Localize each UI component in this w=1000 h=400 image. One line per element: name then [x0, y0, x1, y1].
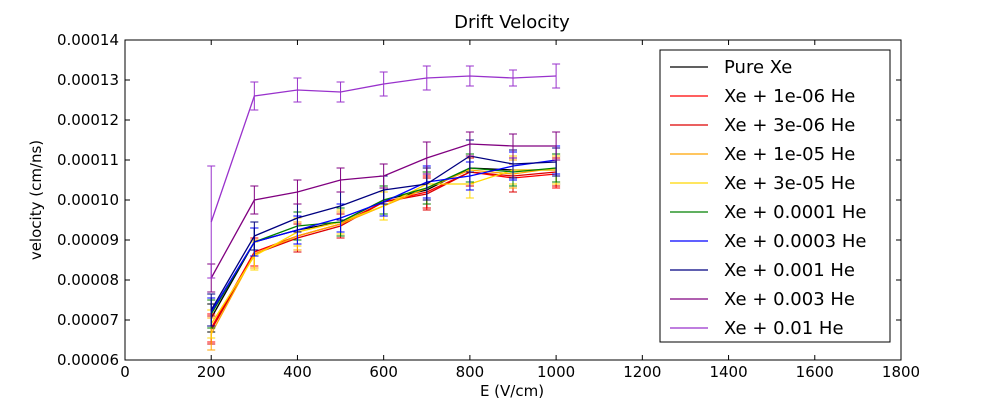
y-tick-label: 0.00012: [57, 111, 119, 129]
y-tick-label: 0.00011: [57, 151, 119, 169]
x-tick-label: 0: [120, 363, 130, 381]
legend-item: Xe + 3e-06 He: [670, 115, 855, 136]
chart-title: Drift Velocity: [454, 12, 570, 33]
legend-label: Xe + 3e-06 He: [724, 115, 855, 136]
x-tick-label: 400: [283, 363, 312, 381]
legend-label: Xe + 1e-05 He: [724, 144, 855, 165]
x-tick-label: 1200: [623, 363, 661, 381]
legend-item: Xe + 0.001 He: [670, 260, 855, 281]
x-tick-label: 1600: [796, 363, 834, 381]
y-tick-label: 0.00013: [57, 71, 119, 89]
series-8: [207, 131, 561, 293]
x-tick-label: 1400: [709, 363, 747, 381]
series-9: [207, 63, 561, 279]
legend-item: Xe + 1e-05 He: [670, 144, 855, 165]
legend-label: Xe + 1e-06 He: [724, 86, 855, 107]
axis-ticks: 0 200 400 600 800 1000 1200 1400 1600 1800 0.00006…: [57, 31, 920, 381]
legend-label: Xe + 0.001 He: [724, 260, 855, 281]
legend-label: Xe + 0.0003 He: [724, 231, 866, 252]
legend-label: Xe + 3e-05 He: [724, 173, 855, 194]
legend-item: Xe + 3e-05 He: [670, 173, 855, 194]
legend-label: Xe + 0.003 He: [724, 289, 855, 310]
plot-series: [207, 63, 561, 351]
legend: Pure Xe Xe + 1e-06 He Xe + 3e-06 He Xe + 1e…: [659, 49, 891, 343]
legend-label: Xe + 0.01 He: [724, 318, 844, 339]
y-axis-label: velocity (cm/ns): [27, 140, 45, 260]
y-tick-label: 0.00006: [57, 351, 119, 369]
x-tick-label: 800: [456, 363, 485, 381]
x-tick-label: 1800: [882, 363, 920, 381]
x-tick-label: 1000: [537, 363, 575, 381]
legend-box: [659, 49, 891, 343]
legend-item: Xe + 0.0001 He: [670, 202, 866, 223]
y-tick-label: 0.00010: [57, 191, 119, 209]
legend-item: Xe + 0.01 He: [670, 318, 844, 339]
legend-item: Xe + 0.0003 He: [670, 231, 866, 252]
x-tick-label: 600: [369, 363, 398, 381]
x-axis-label: E (V/cm): [480, 382, 544, 400]
y-tick-label: 0.00008: [57, 271, 119, 289]
legend-label: Xe + 0.0001 He: [724, 202, 866, 223]
y-tick-label: 0.00007: [57, 311, 119, 329]
y-tick-label: 0.00014: [57, 31, 119, 49]
legend-label: Pure Xe: [724, 57, 792, 78]
y-tick-label: 0.00009: [57, 231, 119, 249]
x-tick-label: 200: [197, 363, 226, 381]
legend-item: Pure Xe: [670, 57, 792, 78]
legend-item: Xe + 1e-06 He: [670, 86, 855, 107]
legend-item: Xe + 0.003 He: [670, 289, 855, 310]
